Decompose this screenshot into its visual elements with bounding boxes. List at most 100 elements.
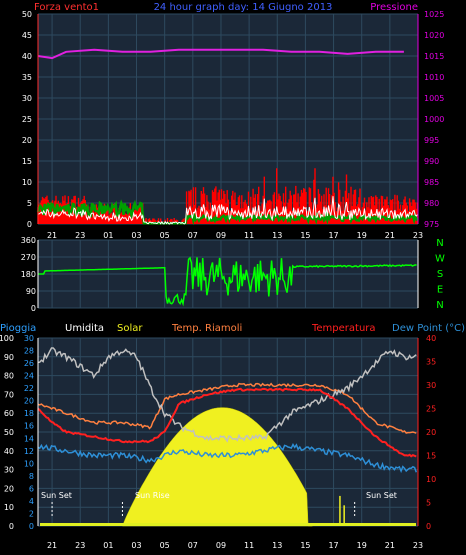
p3-time-label-1: 23 xyxy=(75,541,85,550)
rain-tick-8: 80 xyxy=(4,372,14,381)
pressure-tick-9: 1020 xyxy=(424,31,444,40)
wind-tick-6: 30 xyxy=(22,94,32,103)
p1-time-label-2: 01 xyxy=(103,231,113,240)
humidity-tick-8: 16 xyxy=(24,422,34,431)
wind-tick-8: 40 xyxy=(22,52,32,61)
p1-time-label-8: 13 xyxy=(272,231,282,240)
p1-time-label-9: 15 xyxy=(300,231,310,240)
pressure-tick-5: 1000 xyxy=(424,115,444,124)
compass-label-1: W xyxy=(435,254,445,265)
wind-tick-2: 10 xyxy=(22,178,32,187)
p1-time-label-0: 21 xyxy=(47,231,57,240)
pressure-tick-7: 1010 xyxy=(424,73,444,82)
legend-humidity: Umidita xyxy=(65,323,104,334)
temp-tick-8: 40 xyxy=(426,334,436,343)
temp-tick-4: 20 xyxy=(426,428,436,437)
p3-time-label-11: 19 xyxy=(357,541,367,550)
rain-tick-1: 10 xyxy=(4,503,14,512)
wind-tick-4: 20 xyxy=(22,136,32,145)
p1-time-label-13: 23 xyxy=(413,231,423,240)
direction-tick-0: 0 xyxy=(31,304,36,313)
rain-tick-3: 30 xyxy=(4,466,14,475)
p1-time-label-10: 17 xyxy=(328,231,338,240)
wind-tick-0: 0 xyxy=(27,220,32,229)
pressure-label: Pressione xyxy=(370,2,418,13)
temp-tick-1: 5 xyxy=(426,499,431,508)
rain-tick-10: 100 xyxy=(0,334,14,343)
compass-label-0: N xyxy=(436,238,443,249)
humidity-tick-2: 4 xyxy=(29,497,34,506)
p3-time-label-6: 09 xyxy=(216,541,226,550)
p3-time-label-2: 01 xyxy=(103,541,113,550)
p1-time-label-1: 23 xyxy=(75,231,85,240)
wind-speed-line xyxy=(37,196,418,225)
solar-spike-0 xyxy=(339,495,341,526)
sunrise-label: Sun Rise xyxy=(135,491,170,500)
chart-title: 24 hour graph day: 14 Giugno 2013 xyxy=(154,2,333,13)
wind-average-line xyxy=(36,199,419,226)
pressure-tick-6: 1005 xyxy=(424,94,444,103)
p3-time-label-5: 07 xyxy=(188,541,198,550)
pressure-tick-10: 1025 xyxy=(424,10,444,19)
humidity-tick-6: 12 xyxy=(24,447,34,456)
temp-tick-7: 35 xyxy=(426,358,436,367)
humidity-tick-0: 0 xyxy=(29,522,34,531)
p3-time-label-3: 03 xyxy=(131,541,141,550)
p3-time-label-4: 05 xyxy=(160,541,170,550)
p1-time-label-11: 19 xyxy=(357,231,367,240)
p3-time-label-12: 21 xyxy=(385,541,395,550)
pressure-tick-3: 990 xyxy=(424,157,439,166)
p1-time-label-4: 05 xyxy=(160,231,170,240)
legend-temperature: Temperatura xyxy=(311,323,376,334)
humidity-line xyxy=(37,347,417,443)
legend-dewpoint: Dew Point (°C) xyxy=(392,323,465,334)
rain-tick-7: 70 xyxy=(4,390,14,399)
rain-tick-4: 40 xyxy=(4,447,14,456)
temperature-line xyxy=(37,387,417,458)
wind-tick-7: 35 xyxy=(22,73,32,82)
p1-time-label-6: 09 xyxy=(216,231,226,240)
rain-tick-2: 20 xyxy=(4,484,14,493)
wind-tick-3: 15 xyxy=(22,157,32,166)
rain-tick-5: 50 xyxy=(4,428,14,437)
humidity-tick-12: 24 xyxy=(24,372,34,381)
sunset-label-2: Sun Set xyxy=(366,491,397,500)
direction-tick-4: 360 xyxy=(21,236,36,245)
roof-temperature-line xyxy=(37,382,417,434)
humidity-tick-14: 28 xyxy=(24,347,34,356)
humidity-tick-3: 6 xyxy=(29,484,34,493)
temp-tick-3: 15 xyxy=(426,452,436,461)
rain-tick-0: 0 xyxy=(9,522,14,531)
pressure-tick-4: 995 xyxy=(424,136,439,145)
pressure-tick-8: 1015 xyxy=(424,52,444,61)
pressure-tick-1: 980 xyxy=(424,199,439,208)
legend-roof-temp: Temp. Riamoli xyxy=(171,323,242,334)
p3-time-label-13: 23 xyxy=(413,541,423,550)
wind-tick-9: 45 xyxy=(22,31,32,40)
compass-label-3: E xyxy=(437,285,443,296)
temp-tick-2: 10 xyxy=(426,475,436,484)
wind-tick-5: 25 xyxy=(22,115,32,124)
direction-tick-2: 180 xyxy=(21,270,36,279)
wind-tick-1: 5 xyxy=(27,199,32,208)
temp-tick-6: 30 xyxy=(426,381,436,390)
legend-solar: Solar xyxy=(117,323,143,334)
humidity-tick-4: 8 xyxy=(29,472,34,481)
humidity-tick-15: 30 xyxy=(24,334,34,343)
p3-time-label-7: 11 xyxy=(244,541,254,550)
humidity-tick-10: 20 xyxy=(24,397,34,406)
humidity-tick-9: 18 xyxy=(24,409,34,418)
humidity-tick-13: 26 xyxy=(24,359,34,368)
p3-time-label-0: 21 xyxy=(47,541,57,550)
compass-label-4: N xyxy=(436,300,443,311)
rain-tick-6: 60 xyxy=(4,409,14,418)
direction-tick-3: 270 xyxy=(21,253,36,262)
p3-time-label-8: 13 xyxy=(272,541,282,550)
rain-tick-9: 90 xyxy=(4,353,14,362)
p1-time-label-7: 11 xyxy=(244,231,254,240)
wind-direction-line xyxy=(38,256,417,307)
temp-tick-5: 25 xyxy=(426,405,436,414)
p3-time-label-10: 17 xyxy=(328,541,338,550)
humidity-tick-1: 2 xyxy=(29,509,34,518)
